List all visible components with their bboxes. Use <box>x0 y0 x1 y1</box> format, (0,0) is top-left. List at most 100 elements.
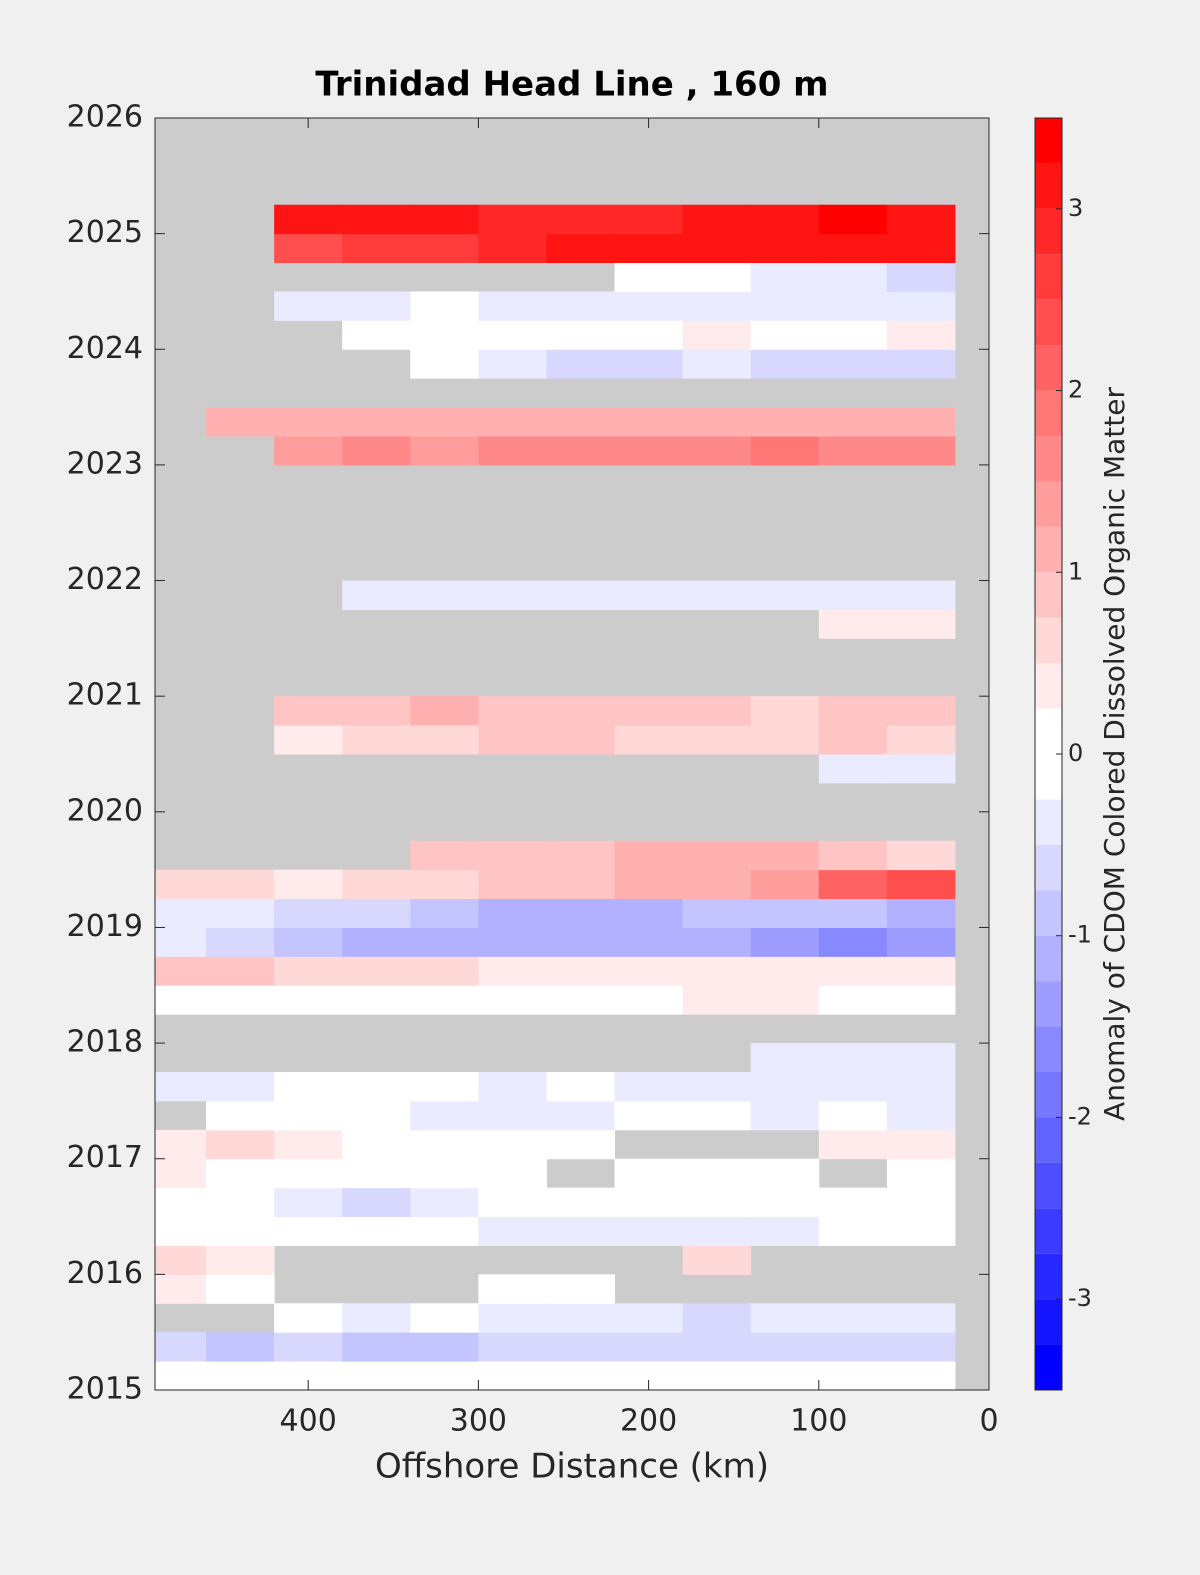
heatmap-cell <box>155 985 207 1015</box>
heatmap-cell <box>206 1129 275 1160</box>
heatmap-cell <box>886 349 956 379</box>
heatmap-cell <box>682 1158 752 1189</box>
heatmap-cell <box>750 1332 820 1362</box>
heatmap-cell <box>682 407 752 437</box>
x-tick-label: 300 <box>450 1404 507 1439</box>
heatmap-cell <box>410 898 479 928</box>
heatmap-cell <box>274 1303 343 1333</box>
heatmap-cell <box>818 1361 888 1390</box>
heatmap-cell <box>410 956 479 986</box>
heatmap-cell <box>682 1100 752 1131</box>
heatmap-cell <box>818 1187 888 1218</box>
heatmap-cell <box>886 1216 956 1246</box>
heatmap-cell <box>614 320 684 350</box>
colorbar-label: Anomaly of CDOM Colored Dissolved Organi… <box>1098 387 1131 1121</box>
heatmap-cell <box>682 320 752 350</box>
heatmap-cell <box>478 1129 547 1160</box>
heatmap-cell <box>546 580 616 610</box>
heatmap-cell <box>478 1303 547 1333</box>
heatmap-cell <box>818 869 888 900</box>
heatmap-cell <box>342 1187 411 1218</box>
heatmap-cell <box>342 1100 411 1131</box>
heatmap-cell <box>818 407 888 437</box>
colorbar-segment <box>1035 1117 1062 1163</box>
heatmap-cell <box>342 725 411 755</box>
heatmap-cell <box>682 580 752 610</box>
heatmap-cell <box>410 204 479 235</box>
colorbar-segment <box>1035 1162 1062 1209</box>
heatmap-cell <box>750 898 820 928</box>
heatmap-cell <box>818 1072 888 1102</box>
heatmap-cell <box>410 1129 479 1160</box>
heatmap-cell <box>614 1072 684 1102</box>
colorbar-segment <box>1035 617 1062 664</box>
heatmap-cell <box>750 956 820 986</box>
heatmap-cell <box>342 696 411 726</box>
heatmap-cell <box>410 985 479 1015</box>
heatmap-cell <box>155 1245 207 1275</box>
heatmap-cell <box>886 1303 956 1333</box>
heatmap-cell <box>886 204 956 235</box>
heatmap-cell <box>886 898 956 928</box>
heatmap-cell <box>614 233 684 264</box>
heatmap-cell <box>410 580 479 610</box>
heatmap-cell <box>478 840 547 871</box>
heatmap-cell <box>886 1043 956 1073</box>
heatmap-cell <box>614 349 684 379</box>
heatmap-cell <box>750 1072 820 1102</box>
heatmap-cell <box>614 262 684 292</box>
heatmap-cell <box>546 233 616 264</box>
y-tick-label: 2018 <box>67 1025 143 1060</box>
heatmap-cell <box>818 696 888 726</box>
colorbar-segment <box>1035 345 1062 391</box>
heatmap-cell <box>682 349 752 379</box>
x-axis-label: Offshore Distance (km) <box>375 1447 769 1487</box>
heatmap-cell <box>410 1303 479 1333</box>
heatmap-cell <box>206 927 275 957</box>
colorbar-segment <box>1035 163 1062 209</box>
heatmap-cell <box>886 436 956 466</box>
heatmap-cell <box>886 609 956 639</box>
y-tick-label: 2026 <box>67 100 143 135</box>
heatmap-cell <box>682 204 752 235</box>
heatmap-cell <box>750 262 820 292</box>
heatmap-cell <box>886 956 956 986</box>
heatmap-cell <box>478 898 547 928</box>
heatmap-cell <box>478 1361 547 1390</box>
heatmap-cell <box>342 320 411 350</box>
heatmap-cell <box>886 320 956 350</box>
heatmap-cell <box>750 1216 820 1246</box>
heatmap-cell <box>750 580 820 610</box>
colorbar-segment <box>1035 708 1062 754</box>
heatmap-cell <box>410 1361 479 1390</box>
heatmap-cell <box>478 1332 547 1362</box>
heatmap-cell <box>478 349 547 379</box>
heatmap-cell <box>886 291 956 321</box>
heatmap-cell <box>614 1158 684 1189</box>
colorbar-segment <box>1035 844 1062 891</box>
heatmap-cell <box>274 1129 343 1160</box>
heatmap-cell <box>886 840 956 871</box>
heatmap-cell <box>818 233 888 264</box>
heatmap-cell <box>750 1158 820 1189</box>
heatmap-cell <box>546 696 616 726</box>
heatmap-cell <box>682 436 752 466</box>
heatmap-cell <box>886 869 956 900</box>
heatmap-cell <box>818 436 888 466</box>
heatmap-cell <box>274 869 343 900</box>
heatmap-cell <box>546 291 616 321</box>
heatmap-cell <box>682 1303 752 1333</box>
heatmap-cell <box>155 927 207 957</box>
heatmap-cell <box>342 204 411 235</box>
heatmap-cell <box>410 869 479 900</box>
y-tick-label: 2023 <box>67 446 143 481</box>
heatmap-cell <box>155 1274 207 1304</box>
heatmap-cell <box>818 609 888 639</box>
heatmap-cell <box>818 1216 888 1246</box>
heatmap-cell <box>818 1332 888 1362</box>
heatmap-cell <box>614 725 684 755</box>
heatmap-cell <box>750 985 820 1015</box>
heatmap-cell <box>478 985 547 1015</box>
heatmap-cell <box>886 1158 956 1189</box>
